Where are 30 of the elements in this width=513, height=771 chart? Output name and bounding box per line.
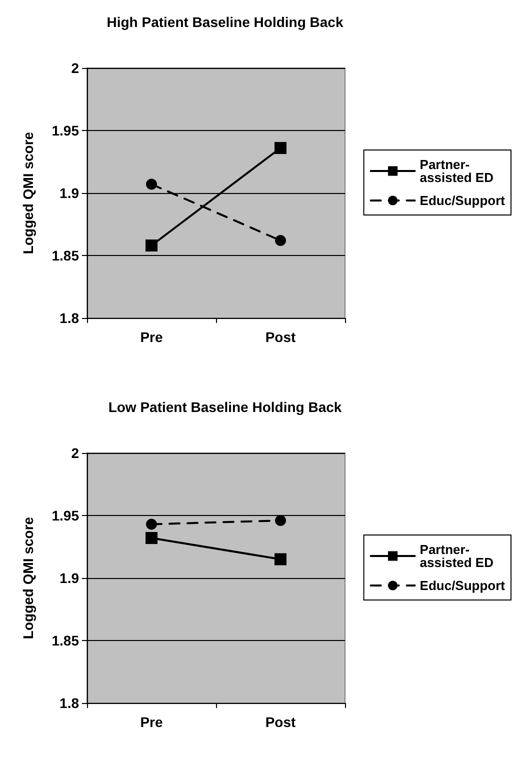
y-tick-label: 1.95 xyxy=(52,508,80,524)
legend-label: Educ/Support xyxy=(420,578,506,593)
y-tick-label: 1.95 xyxy=(52,122,80,138)
x-tick-label: Post xyxy=(265,329,296,345)
chart-title: Low Patient Baseline Holding Back xyxy=(108,399,342,415)
point xyxy=(274,142,286,154)
point xyxy=(275,515,286,526)
point xyxy=(146,240,158,252)
x-tick-label: Pre xyxy=(140,714,163,730)
y-tick-label: 2 xyxy=(71,60,80,76)
legend-label: Educ/Support xyxy=(420,193,506,208)
point xyxy=(275,235,286,246)
y-tick-label: 1.9 xyxy=(60,570,80,586)
point xyxy=(146,178,157,190)
y-tick-label: 1.9 xyxy=(60,185,80,201)
y-axis-title: Logged QMI score xyxy=(20,132,36,254)
legend-label: Partner-assisted ED xyxy=(420,542,494,570)
point xyxy=(274,553,286,566)
y-tick-label: 1.8 xyxy=(60,310,80,326)
x-tick-label: Post xyxy=(265,714,296,730)
y-tick-label: 1.85 xyxy=(52,632,80,648)
chart-title: High Patient Baseline Holding Back xyxy=(106,14,344,30)
x-tick-label: Pre xyxy=(140,329,163,345)
point xyxy=(146,532,158,544)
y-tick-label: 1.8 xyxy=(60,695,80,711)
point xyxy=(146,518,157,530)
y-tick-label: 2 xyxy=(71,445,80,461)
legend-label: Partner-assisted ED xyxy=(420,157,494,185)
y-axis-title: Logged QMI score xyxy=(20,516,36,640)
y-tick-label: 1.85 xyxy=(52,248,80,264)
